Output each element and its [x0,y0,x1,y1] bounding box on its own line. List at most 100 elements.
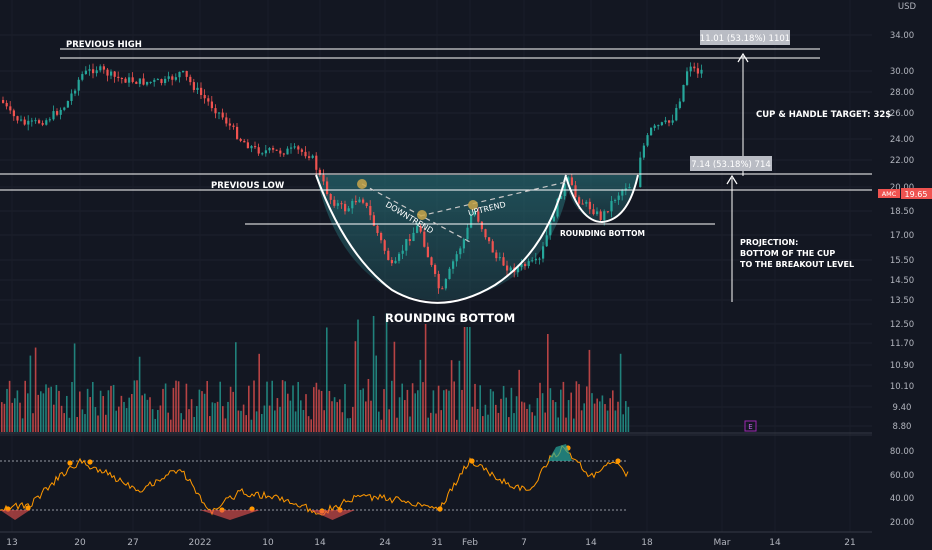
candle-body [160,79,163,83]
candle-body [16,116,19,121]
volume-bar [313,387,315,432]
volume-bar [606,410,609,432]
candle-body [290,147,293,149]
volume-bar [112,384,115,432]
volume-bar [513,413,515,432]
candle-body [41,123,44,125]
volume-bar [193,417,195,432]
volume-bar [84,414,86,432]
event-marker[interactable] [744,420,757,432]
candle-body [686,71,689,85]
candle-body [484,229,487,238]
volume-bar [175,380,177,432]
candle-body [408,239,411,241]
candle-body [340,203,343,205]
price-tick-label: 13.50 [890,296,914,306]
candle-body [542,246,545,259]
volume-bar [388,409,390,432]
projection-line-2: BOTTOM OF THE CUP [740,249,835,258]
volume-bar [258,353,260,432]
time-axis: 13 20 27 2022 10 14 24 31 Feb 7 14 18 Mar 14 21 [6,538,855,548]
rsi-pane: 80.00 60.00 40.00 20.00 [0,444,914,528]
volume-bar [396,417,398,432]
candle-body [192,82,195,90]
volume-bar [206,380,208,432]
last-price-label: 19.65 [905,190,928,199]
candle-body [185,70,188,77]
volume-bar [437,385,440,432]
volume-bar [235,342,237,432]
volume-bar [45,384,47,432]
volume-bar [107,390,110,432]
candle-body [437,273,440,289]
volume-bar [110,385,112,432]
candle-body [401,250,404,254]
volume-bar [92,381,94,432]
candle-body [524,263,527,267]
volume-bar [393,341,396,432]
rsi-tick-label: 40.00 [890,494,914,504]
volume-bar [487,414,489,432]
volume-bar [19,402,21,432]
candle-body [214,108,217,114]
time-tick-label: 21 [844,538,855,548]
volume-bar [149,397,151,432]
candle-series [2,62,703,294]
volume-bar [214,403,216,432]
downtrend-line [361,183,471,243]
trend-point-1 [357,179,367,189]
candle-body [419,226,422,232]
candle-body [308,156,311,158]
candle-body [678,101,681,108]
volume-bar [3,403,6,432]
rsi-signal-dot [469,458,475,464]
volume-bar [47,387,50,432]
volume-bar [526,408,528,432]
candle-body [336,203,339,206]
candle-body [63,107,66,110]
candle-body [95,70,98,74]
candle-body [614,199,617,201]
measure-lower-box [690,156,772,171]
candle-body [660,122,663,126]
candle-body [599,211,602,220]
candle-body [675,107,678,121]
volume-bar [157,409,159,432]
candle-body [110,71,113,76]
candle-body [322,174,325,182]
volume-bar [617,401,619,432]
volume-bar [453,381,455,432]
last-price-tag [901,188,932,199]
target-label: CUP & HANDLE TARGET: 32$ [756,110,891,120]
candle-body [653,125,656,128]
price-axis-background [872,0,932,550]
candle-body [668,120,671,123]
volume-bar [34,347,37,432]
volume-bar [544,412,546,432]
volume-bar [476,408,479,432]
rsi-tick-label: 60.00 [890,471,914,481]
volume-bar [180,413,182,432]
candle-body [218,112,221,114]
candle-body [120,78,123,80]
candle-body [534,258,537,261]
time-tick-label: 24 [379,538,391,548]
candle-body [452,261,455,269]
candle-body [650,127,653,136]
candle-body [624,188,627,191]
candle-body [682,84,685,102]
volume-bar [406,389,409,432]
candle-body [128,77,131,83]
volume-bar [510,387,513,432]
volume-bar [128,397,130,432]
price-tick-label: 8.80 [893,422,912,432]
volume-bar [255,411,258,432]
volume-bar [105,414,107,432]
candle-body [30,120,33,122]
price-tick-label: 34.00 [890,31,914,41]
time-tick-label: Mar [714,538,731,548]
volume-bar [554,402,557,432]
measure-upper-box [700,30,790,45]
volume-bar [250,419,253,432]
